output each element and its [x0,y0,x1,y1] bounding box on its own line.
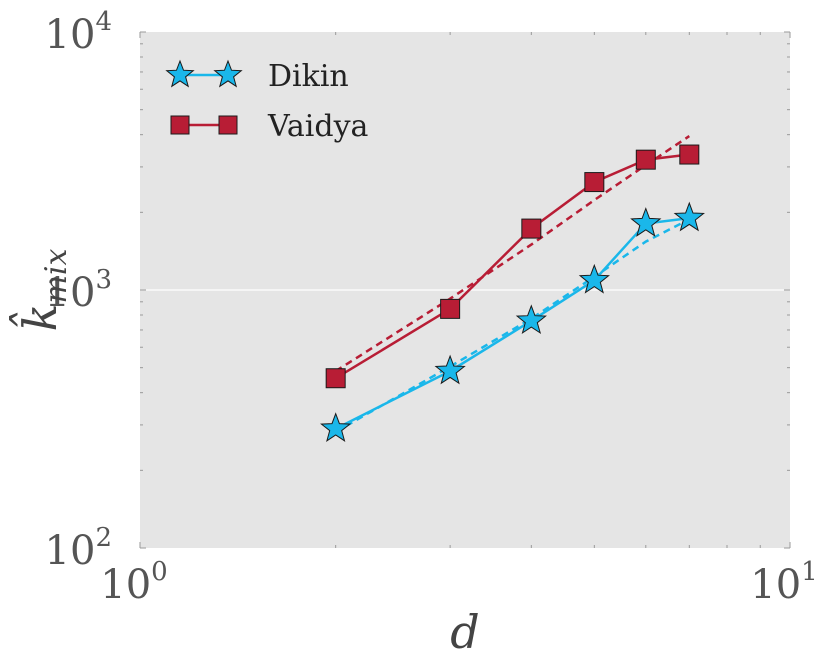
vaidya-legend-marker [218,115,238,135]
vaidya-data-point [635,149,656,170]
dikin-legend-marker [213,59,243,88]
dikin-legend-marker [165,59,195,88]
vaidya-data-point [679,144,700,165]
x-axis-label: d [450,605,479,659]
vaidya-data-point [325,368,346,389]
x-tick-label: 100 [100,557,167,608]
dikin-data-point [673,201,705,232]
y-tick-label: 102 [45,523,112,574]
x-tick-label: 101 [750,557,817,608]
vaidya-data-point [521,218,542,239]
y-tick-label: 104 [45,7,112,58]
dikin-data-point [630,207,662,237]
y-tick-label: 103 [45,265,112,316]
dikin-fit-line [335,218,690,433]
y-axis-label: k̂mix [8,249,74,332]
vaidya-fit-line [335,135,690,373]
dikin-data-point [578,263,610,294]
dikin-data-point [320,412,352,442]
vaidya-data-point [584,172,605,193]
vaidya-legend-marker [170,115,190,135]
vaidya-data-point [440,298,461,319]
vaidya-legend-label: Vaidya [267,109,369,144]
dikin-data-point [434,354,466,385]
dikin-data-point [515,304,547,335]
dikin-legend-label: Dikin [268,59,349,94]
